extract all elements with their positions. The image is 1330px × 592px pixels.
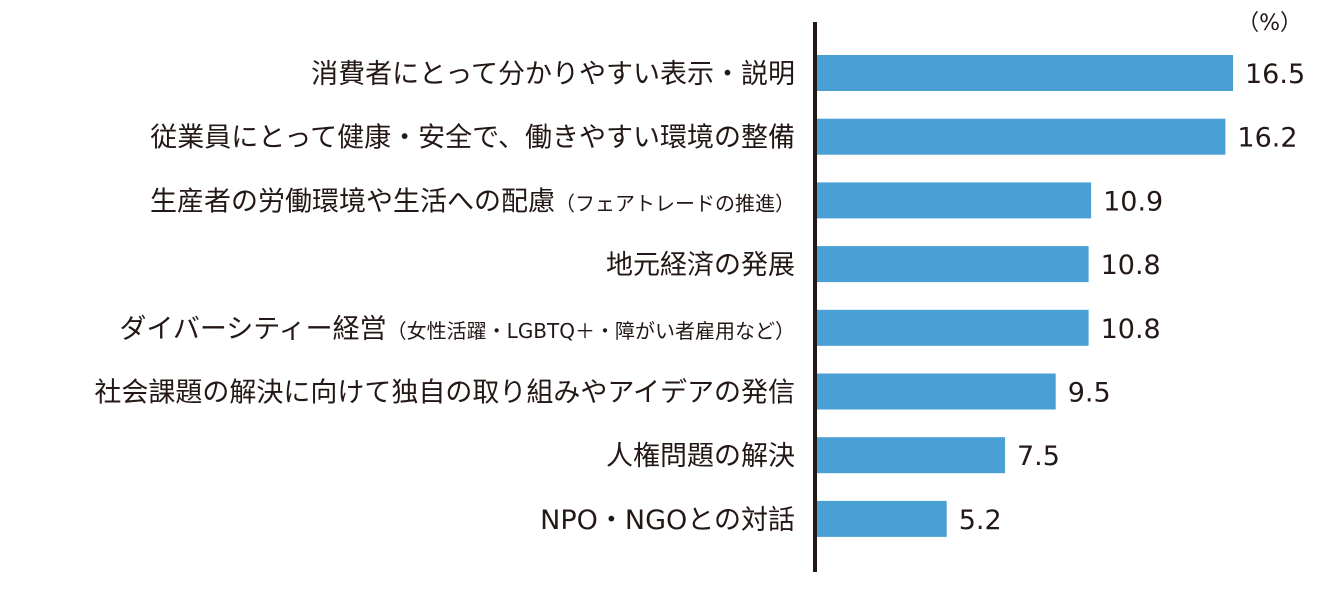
- value-label-7: 5.2: [959, 505, 1002, 536]
- bar-4: [815, 309, 1089, 346]
- bar-2: [815, 182, 1092, 219]
- value-label-5: 9.5: [1068, 378, 1111, 409]
- value-label-1: 16.2: [1237, 123, 1297, 154]
- category-label-main: ダイバーシティー経営: [119, 314, 386, 345]
- value-label-4: 10.8: [1101, 314, 1161, 345]
- bar-6: [815, 437, 1005, 474]
- category-label-main: NPO・NGOとの対話: [540, 505, 795, 536]
- value-label-6: 7.5: [1017, 441, 1060, 472]
- category-label-main: 社会課題の解決に向けて独自の取り組みやアイデアの発信: [94, 378, 795, 409]
- category-label-0: 消費者にとって分かりやすい表示・説明: [311, 59, 795, 90]
- category-label-7: NPO・NGOとの対話: [540, 505, 795, 536]
- category-label-note: （女性活躍・LGBTQ＋・障がい者雇用など）: [387, 319, 795, 343]
- value-label-3: 10.8: [1101, 250, 1161, 281]
- category-label-main: 人権問題の解決: [606, 441, 795, 472]
- bars-layer: 16.5 消費者にとって分かりやすい表示・説明 16.2 従業員にとって健康・安全で、…: [94, 55, 1305, 537]
- category-label-6: 人権問題の解決: [606, 441, 795, 472]
- bar-1: [815, 118, 1226, 155]
- value-label-0: 16.5: [1245, 59, 1305, 90]
- bar-0: [815, 55, 1233, 91]
- category-label-note: （フェアトレードの推進）: [555, 191, 795, 215]
- category-label-main: 地元経済の発展: [606, 250, 795, 281]
- bar-3: [815, 246, 1089, 283]
- category-label-2: 生産者の労働環境や生活への配慮（フェアトレードの推進）: [150, 186, 795, 217]
- unit-label: （%）: [1237, 11, 1302, 36]
- value-label-2: 10.9: [1103, 186, 1163, 217]
- category-label-1: 従業員にとって健康・安全で、働きやすい環境の整備: [150, 123, 795, 154]
- category-label-5: 社会課題の解決に向けて独自の取り組みやアイデアの発信: [94, 378, 795, 409]
- bar-7: [815, 500, 947, 537]
- category-label-4: ダイバーシティー経営（女性活躍・LGBTQ＋・障がい者雇用など）: [119, 314, 795, 345]
- bar-5: [815, 373, 1056, 410]
- category-label-3: 地元経済の発展: [606, 250, 795, 281]
- category-label-main: 生産者の労働環境や生活への配慮: [150, 186, 555, 217]
- category-label-main: 消費者にとって分かりやすい表示・説明: [311, 59, 795, 90]
- category-label-main: 従業員にとって健康・安全で、働きやすい環境の整備: [150, 123, 795, 154]
